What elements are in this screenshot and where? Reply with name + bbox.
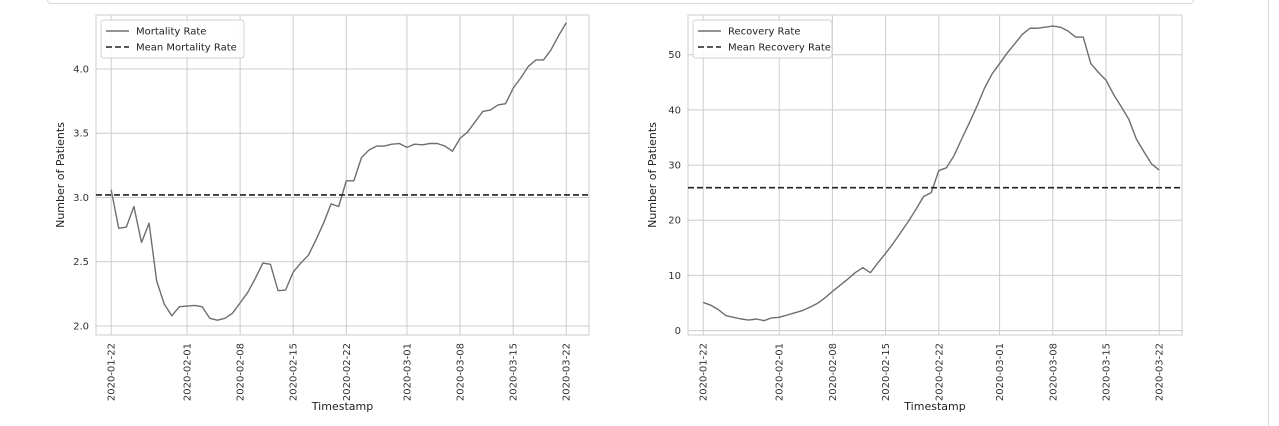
- x-tick-label: 2020-03-22: [562, 343, 573, 401]
- y-axis-label: Number of Patients: [54, 122, 67, 228]
- y-tick-label: 10: [668, 271, 681, 282]
- x-tick-label: 2020-03-01: [402, 343, 413, 401]
- legend-box: [692, 19, 833, 59]
- y-tick-label: 20: [668, 216, 681, 227]
- legend-label: Mean Mortality Rate: [136, 43, 237, 54]
- y-tick-label: 3.5: [73, 129, 89, 140]
- y-tick-label: 2.5: [73, 257, 89, 268]
- x-axis-label: Timestamp: [903, 400, 965, 413]
- legend-label: Recovery Rate: [728, 27, 800, 38]
- plot-frame: [95, 14, 590, 336]
- x-tick-label: 2020-03-15: [509, 343, 520, 401]
- y-tick-label: 2.0: [73, 322, 89, 333]
- legend-label: Mortality Rate: [136, 27, 206, 38]
- y-tick-label: 4.0: [73, 64, 89, 75]
- x-tick-label: 2020-02-08: [236, 343, 247, 401]
- x-tick-label: 2020-02-22: [342, 343, 353, 401]
- scroll-edge: [1268, 0, 1269, 426]
- y-tick-label: 0: [675, 326, 681, 337]
- x-tick-label: 2020-02-01: [183, 343, 194, 401]
- x-tick-label: 2020-02-22: [934, 343, 945, 401]
- legend: Recovery Rate Mean Recovery Rate: [692, 19, 833, 59]
- y-tick-label: 30: [668, 161, 681, 172]
- y-tick-label: 50: [668, 50, 681, 61]
- x-tick-label: 2020-03-08: [1048, 343, 1059, 401]
- legend-label: Mean Recovery Rate: [728, 43, 831, 54]
- y-axis-label: Number of Patients: [646, 122, 659, 228]
- x-tick-label: 2020-02-08: [828, 343, 839, 401]
- x-tick-label: 2020-01-22: [699, 343, 710, 401]
- x-tick-label: 2020-03-22: [1155, 343, 1166, 401]
- y-tick-label: 40: [668, 105, 681, 116]
- x-tick-label: 2020-02-15: [881, 343, 892, 401]
- legend-box: [100, 19, 245, 59]
- recovery-rate-line: [702, 25, 1160, 322]
- x-tick-label: 2020-02-15: [289, 343, 300, 401]
- plot-frame: [687, 14, 1183, 336]
- chart-1: 2020-01-22 2020-02-01 2020-02-08 2020-02-15…: [54, 14, 590, 413]
- x-tick-label: 2020-01-22: [107, 343, 118, 401]
- x-tick-label: 2020-03-15: [1102, 343, 1113, 401]
- x-axis-label: Timestamp: [311, 400, 373, 413]
- x-tick-label: 2020-02-01: [775, 343, 786, 401]
- x-tick-label: 2020-03-01: [995, 343, 1006, 401]
- x-tick-label: 2020-03-08: [456, 343, 467, 401]
- y-tick-label: 3.0: [73, 193, 89, 204]
- chart-2: 2020-01-22 2020-02-01 2020-02-08 2020-02-15…: [646, 14, 1183, 413]
- legend: Mortality Rate Mean Mortality Rate: [100, 19, 245, 59]
- mortality-rate-line: [110, 22, 567, 321]
